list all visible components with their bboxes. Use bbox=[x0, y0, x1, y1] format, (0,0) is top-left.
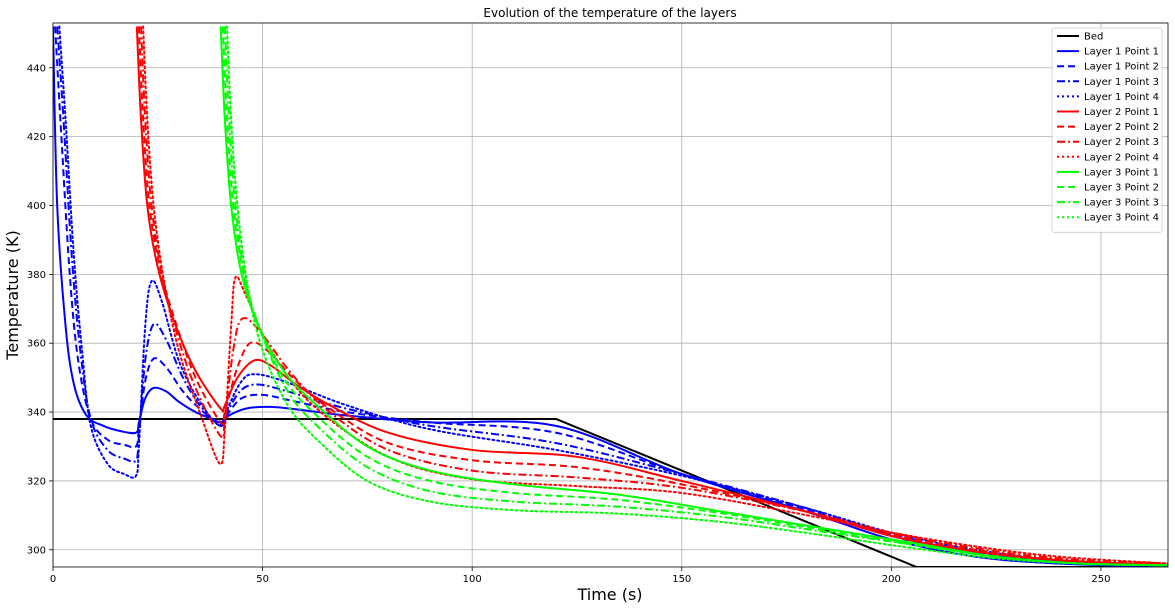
legend-label-layer-3-point-1: Layer 3 Point 1 bbox=[1084, 167, 1159, 178]
y-tick-label: 340 bbox=[27, 408, 46, 419]
series-line-layer-2-point-3 bbox=[140, 26, 1168, 565]
legend-label-layer-1-point-4: Layer 1 Point 4 bbox=[1084, 92, 1159, 103]
legend-label-layer-2-point-3: Layer 2 Point 3 bbox=[1084, 137, 1159, 148]
x-tick-label: 150 bbox=[672, 574, 691, 585]
chart-title: Evolution of the temperature of the laye… bbox=[483, 6, 736, 20]
x-tick-label: 0 bbox=[50, 574, 56, 585]
series-line-bed bbox=[53, 417, 1168, 567]
axes: 0 50 100 150 200 250 300 320 340 360 380 400 420 440 bbox=[27, 22, 1169, 585]
legend-label-bed: Bed bbox=[1084, 32, 1103, 43]
series-group bbox=[53, 25, 1168, 567]
x-axis-label: Time (s) bbox=[576, 585, 642, 604]
y-tick-label: 380 bbox=[27, 270, 46, 281]
legend-label-layer-3-point-2: Layer 3 Point 2 bbox=[1084, 183, 1159, 194]
series-line-layer-3-point-3 bbox=[223, 26, 1168, 567]
x-tick-label: 250 bbox=[1091, 574, 1110, 585]
legend-label-layer-3-point-4: Layer 3 Point 4 bbox=[1084, 213, 1159, 224]
y-tick-label: 440 bbox=[27, 63, 46, 74]
legend-label-layer-3-point-3: Layer 3 Point 3 bbox=[1084, 198, 1159, 209]
series-line-layer-3-point-4 bbox=[225, 25, 1168, 567]
legend-box bbox=[1051, 27, 1163, 233]
legend: Bed Layer 1 Point 1 Layer 1 Point 2 Layer 1… bbox=[1051, 27, 1163, 233]
legend-label-layer-1-point-3: Layer 1 Point 3 bbox=[1084, 77, 1159, 88]
axes-frame bbox=[52, 22, 1169, 568]
y-tick-label: 300 bbox=[27, 545, 46, 556]
series-line-layer-3-point-2 bbox=[221, 26, 1168, 567]
y-tick-label: 420 bbox=[27, 132, 46, 143]
series-line-layer-1-point-1 bbox=[53, 26, 1168, 567]
x-tick-label: 200 bbox=[882, 574, 901, 585]
series-line-layer-2-point-4 bbox=[142, 25, 1168, 565]
x-tick-label: 50 bbox=[256, 574, 269, 585]
grid bbox=[52, 23, 1168, 567]
y-tick-label: 360 bbox=[27, 339, 46, 350]
series-line-layer-1-point-4 bbox=[58, 25, 1168, 567]
series-line-layer-3-point-1 bbox=[219, 26, 1168, 567]
y-tick-label: 320 bbox=[27, 476, 46, 487]
legend-label-layer-2-point-2: Layer 2 Point 2 bbox=[1084, 122, 1159, 133]
y-tick-label: 400 bbox=[27, 201, 46, 212]
x-tick-label: 100 bbox=[463, 574, 482, 585]
plot-area bbox=[53, 25, 1168, 567]
legend-label-layer-2-point-1: Layer 2 Point 1 bbox=[1084, 107, 1159, 118]
legend-label-layer-1-point-1: Layer 1 Point 1 bbox=[1084, 47, 1159, 58]
y-axis-label: Temperature (K) bbox=[3, 230, 22, 360]
series-line-layer-1-point-2 bbox=[54, 26, 1168, 567]
legend-label-layer-1-point-2: Layer 1 Point 2 bbox=[1084, 62, 1159, 73]
legend-label-layer-2-point-4: Layer 2 Point 4 bbox=[1084, 152, 1159, 163]
